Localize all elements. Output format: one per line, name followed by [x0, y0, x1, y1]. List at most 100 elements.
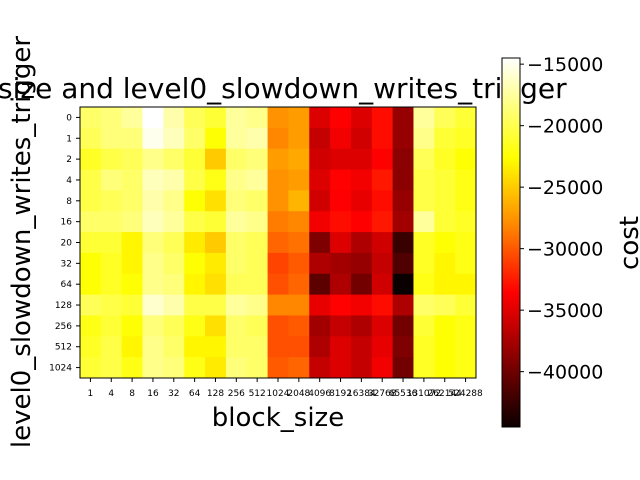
heatmap-cell [455, 315, 477, 337]
heatmap-cell [434, 127, 456, 150]
heatmap-cell [205, 357, 227, 379]
heatmap-cell [455, 107, 477, 129]
heatmap-cell [455, 232, 477, 254]
heatmap-cell [392, 211, 414, 233]
heatmap-cell [434, 294, 456, 316]
colorbar-ticks: −15000 −20000 −25000 −30000 −35000 −40000 [520, 54, 603, 384]
heatmap-cell [205, 336, 227, 358]
x-tick-label: 32768 [368, 389, 397, 399]
heatmap-cell [455, 190, 477, 212]
heatmap-cell [80, 169, 102, 191]
heatmap-cell [413, 294, 435, 316]
heatmap-cell [413, 232, 435, 254]
x-axis-label: block_size [212, 403, 344, 433]
heatmap-cell [205, 232, 227, 254]
heatmap-cell [80, 294, 102, 316]
heatmap-cell [288, 148, 310, 170]
heatmap-cell [163, 148, 185, 170]
heatmap-cell [434, 252, 456, 275]
heatmap-cell [142, 127, 164, 150]
heatmap-cell [350, 169, 373, 191]
heatmap-cell [413, 357, 435, 379]
y-tick-label: 128 [55, 301, 72, 311]
heatmap-cell [225, 252, 248, 275]
x-tick-label: 64 [189, 389, 201, 399]
heatmap-cell [267, 273, 289, 296]
heatmap-cell [205, 127, 227, 150]
heatmap-cell [100, 336, 123, 358]
heatmap-cell [288, 127, 310, 150]
heatmap-cell [121, 107, 143, 129]
heatmap-cell [100, 232, 123, 254]
heatmap-cell [100, 107, 123, 129]
heatmap-cell [434, 273, 456, 296]
colorbar [501, 57, 521, 428]
heatmap-cell [455, 211, 477, 233]
heatmap-cell [434, 148, 456, 170]
heatmap-cell [267, 357, 289, 379]
heatmap-cell [121, 294, 143, 316]
heatmap-cell [288, 294, 310, 316]
heatmap-cell [225, 232, 248, 254]
heatmap-cell [225, 211, 248, 233]
heatmap-cell [267, 336, 289, 358]
heatmap-cell [371, 315, 394, 337]
heatmap-cell [142, 357, 164, 379]
colorbar-tick-label: −30000 [527, 239, 603, 261]
heatmap-cell [246, 315, 268, 337]
heatmap-cell [309, 169, 331, 191]
heatmap-cell [80, 148, 102, 170]
heatmap-cell [350, 294, 373, 316]
heatmap-cell [350, 190, 373, 212]
heatmap-cell [80, 232, 102, 254]
heatmap-cell [246, 190, 268, 212]
heatmap-cell [330, 315, 352, 337]
heatmap-cell [246, 273, 268, 296]
x-tick-label: 1024 [267, 389, 290, 399]
heatmap-cell [163, 357, 185, 379]
heatmap-cell [163, 127, 185, 150]
heatmap-cell [121, 315, 143, 337]
heatmap-cell [246, 127, 268, 150]
heatmap-cell [434, 107, 456, 129]
x-tick-label: 4096 [308, 389, 331, 399]
heatmap-cell [309, 336, 331, 358]
heatmap-cell [330, 273, 352, 296]
heatmap-cell [100, 169, 123, 191]
heatmap-cell [121, 211, 143, 233]
heatmap-cell [100, 190, 123, 212]
heatmap-cell [100, 211, 123, 233]
heatmap-cell [392, 232, 414, 254]
heatmap-cell [163, 315, 185, 337]
heatmap-cell [267, 127, 289, 150]
heatmap-cell [142, 211, 164, 233]
heatmap-cell [350, 273, 373, 296]
heatmap-cell [288, 273, 310, 296]
heatmap-cell [205, 252, 227, 275]
heatmap-cell [163, 294, 185, 316]
heatmap-cell [267, 148, 289, 170]
heatmap-cell [392, 190, 414, 212]
heatmap-cell [100, 357, 123, 379]
heatmap-cell [142, 273, 164, 296]
heatmap-cell [392, 273, 414, 296]
heatmap-cell [434, 232, 456, 254]
heatmap-cell [455, 127, 477, 150]
heatmap-cell [350, 252, 373, 275]
heatmap-cell [80, 315, 102, 337]
colorbar-label: cost [615, 216, 640, 270]
y-tick-label: 0 [66, 113, 72, 123]
y-tick-label: 16 [61, 218, 73, 228]
heatmap-cell [163, 273, 185, 296]
heatmap-cell [309, 357, 331, 379]
heatmap-cell [434, 211, 456, 233]
y-tick-label: 1 [66, 134, 72, 144]
heatmap-cell [184, 315, 206, 337]
x-tick-label: 16384 [347, 389, 376, 399]
heatmap-cell [330, 169, 352, 191]
heatmap-cell [121, 357, 143, 379]
heatmap-cell [350, 315, 373, 337]
heatmap-cell [246, 148, 268, 170]
heatmap-cell [413, 190, 435, 212]
heatmap-cell [184, 273, 206, 296]
